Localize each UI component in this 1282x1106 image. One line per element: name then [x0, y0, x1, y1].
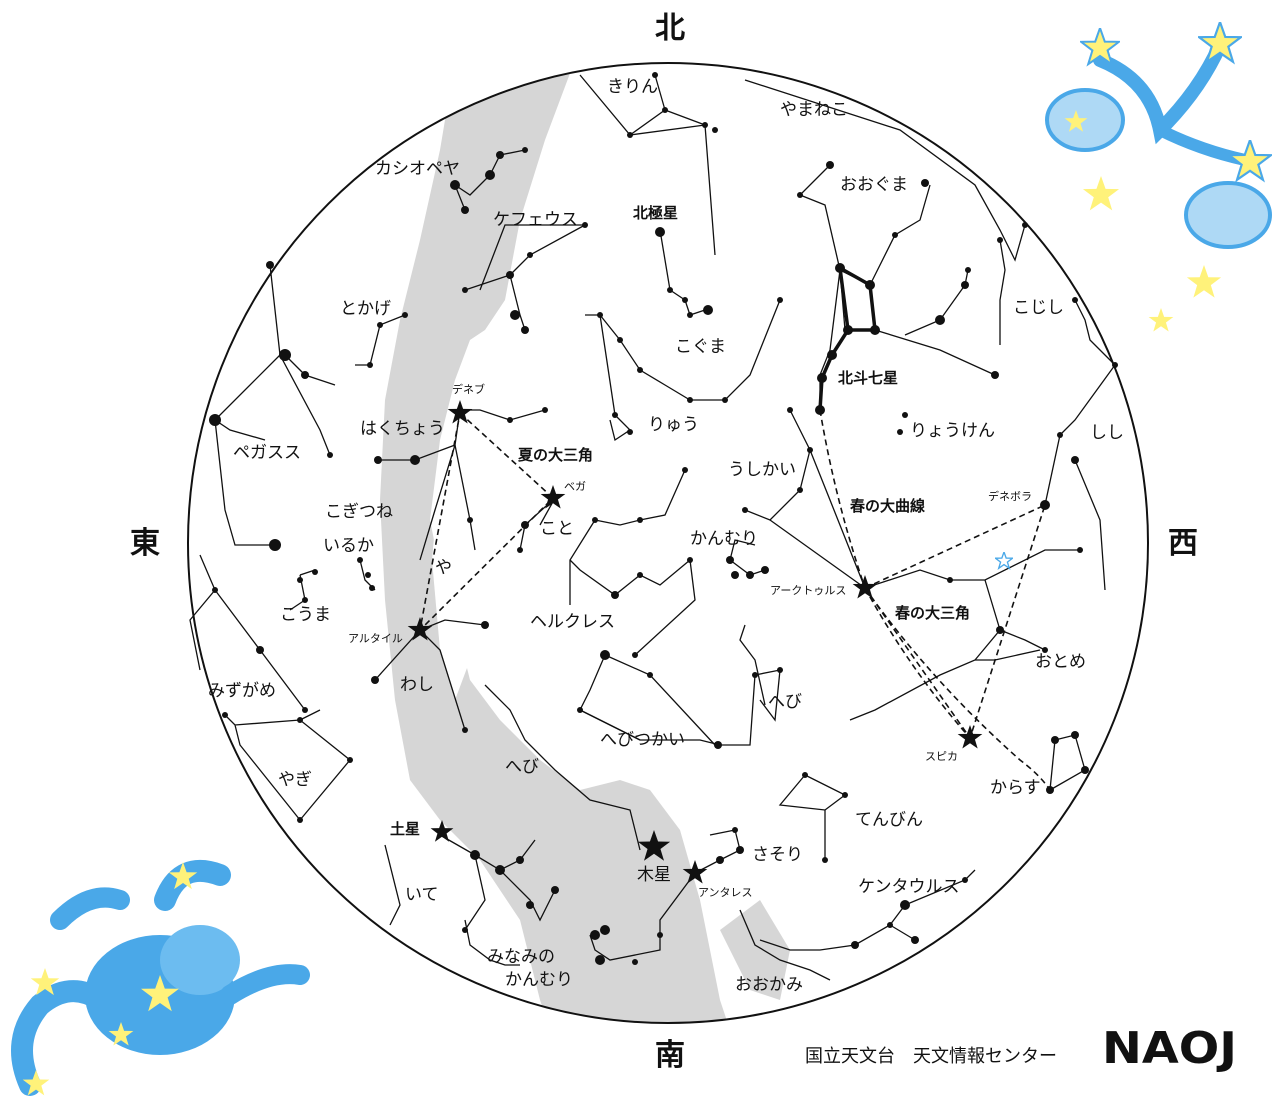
label-spica: スピカ [925, 750, 958, 763]
label-pegasus: ペガスス [233, 443, 301, 463]
big-dipper-lines [818, 266, 877, 411]
label-minami-2: かんむり [505, 970, 573, 990]
constellation-labels: きりん やまねこ カシオペヤ おおぐま ケフェウス 北極星 とかげ こぐま こじ… [208, 77, 1124, 995]
label-ookami: おおかみ [735, 975, 803, 995]
label-ryu: りゅう [648, 415, 699, 435]
label-minami-1: みなみの [487, 947, 555, 967]
north-label: 北 [655, 11, 685, 46]
label-yamaneko: やまねこ [780, 100, 848, 120]
label-antares: アンタレス [698, 886, 753, 899]
label-altair: アルタイル [348, 632, 403, 645]
label-kanmuri: かんむり [690, 529, 758, 549]
label-cepheus: ケフェウス [493, 210, 578, 230]
libra-mascot-icon [1045, 22, 1272, 332]
label-ite: いて [405, 885, 439, 905]
vega-star [540, 485, 566, 509]
label-tenbin: てんびん [855, 810, 923, 830]
label-mizugame: みずがめ [208, 681, 276, 701]
label-kogitsune: こぎつね [325, 502, 393, 522]
label-denebola: デネボラ [988, 489, 1032, 503]
label-cassiopeia: カシオペヤ [375, 159, 460, 179]
label-jupiter: 木星 [637, 865, 671, 885]
naoj-logo: NAOJ [1102, 1023, 1237, 1074]
label-hercules: ヘルクレス [530, 612, 615, 632]
star-dots [209, 72, 1118, 965]
asterism-lines [418, 409, 1051, 791]
south-label: 南 [655, 1038, 685, 1073]
label-hebitsukai: へびつかい [600, 730, 685, 750]
west-label: 西 [1168, 526, 1198, 561]
label-summer-triangle: 夏の大三角 [517, 446, 593, 464]
label-karasu: からす [990, 778, 1041, 798]
label-spring-triangle: 春の大三角 [895, 604, 970, 622]
svg-text:NAOJ: NAOJ [1102, 1023, 1237, 1074]
label-arcturus: アークトゥルス [770, 584, 846, 597]
label-hokuto: 北斗七星 [838, 369, 898, 387]
star-labels: デネブ ベガ アルタイル アークトゥルス デネボラ スピカ アンタレス [348, 382, 1032, 899]
milky-way [380, 63, 790, 1023]
label-hakucho: はくちょう [360, 419, 445, 439]
label-centaurus: ケンタウルス [858, 877, 960, 897]
label-ryoken: りょうけん [910, 421, 995, 441]
label-vega: ベガ [564, 480, 586, 493]
label-shishi: しし [1090, 423, 1124, 443]
label-ya: や [435, 558, 452, 578]
credit-text: 国立天文台 天文情報センター [805, 1046, 1057, 1067]
comet-star [995, 552, 1013, 569]
label-koshishi: こじし [1013, 298, 1064, 318]
label-tokage: とかげ [340, 299, 391, 319]
label-kogima: こぐま [675, 337, 726, 357]
label-yagi: やぎ [278, 770, 312, 790]
label-hebi-head: へび [768, 692, 802, 712]
label-koto: こと [540, 519, 574, 539]
label-deneb: デネブ [452, 382, 485, 396]
east-label: 東 [130, 526, 160, 561]
label-spring-curve: 春の大曲線 [850, 497, 925, 515]
label-saturn: 土星 [390, 820, 420, 838]
scorpion-mascot-icon [11, 860, 310, 1096]
label-oogumа: おおぐま [840, 175, 908, 195]
label-kirin: きりん [607, 77, 658, 97]
arcturus-star [852, 575, 878, 599]
label-otome: おとめ [1035, 652, 1086, 672]
label-sasori: さそり [752, 845, 803, 865]
label-polaris: 北極星 [633, 204, 678, 222]
constellation-lines [189, 74, 1116, 981]
label-iruka: いるか [323, 536, 374, 556]
label-washi: わし [400, 675, 434, 695]
label-hebi-tail: へび [505, 757, 539, 777]
label-ushikai: うしかい [728, 460, 796, 480]
horizon-circle [187, 62, 1149, 1024]
label-kouma: こうま [280, 605, 331, 625]
